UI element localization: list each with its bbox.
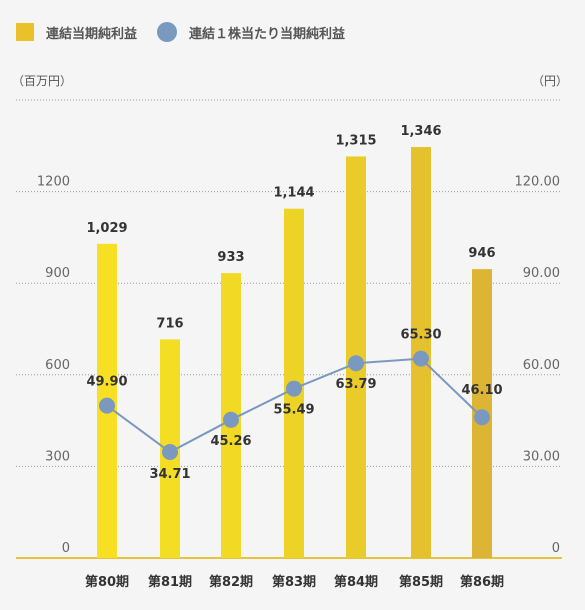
y-right-tick-label: 60.00 bbox=[523, 358, 560, 373]
legend-item-bar: 連結当期純利益 bbox=[16, 23, 137, 42]
x-category-label: 第80期 bbox=[85, 574, 129, 590]
y-left-tick-label: 600 bbox=[45, 358, 70, 373]
y-right-tick-label: 0 bbox=[552, 541, 560, 556]
bar-value-label: 946 bbox=[468, 246, 495, 261]
x-category-label: 第83期 bbox=[272, 574, 316, 590]
line-point bbox=[474, 409, 490, 426]
line-value-label: 46.10 bbox=[461, 383, 502, 398]
line-point bbox=[162, 444, 178, 461]
bar-value-label: 716 bbox=[156, 316, 183, 331]
line-value-label: 34.71 bbox=[149, 467, 190, 482]
bar-value-label: 933 bbox=[217, 250, 244, 265]
x-category-label: 第82期 bbox=[209, 574, 253, 590]
y-right-tick-label: 120.00 bbox=[515, 175, 561, 190]
line-point bbox=[223, 411, 239, 428]
legend-line-swatch bbox=[157, 22, 178, 42]
y-right-tick-label: 30.00 bbox=[523, 449, 560, 464]
line-point bbox=[348, 355, 364, 372]
legend-bar-swatch bbox=[16, 23, 34, 41]
line-point bbox=[286, 380, 302, 397]
legend: 連結当期純利益 連結１株当たり当期純利益 bbox=[16, 18, 345, 46]
y-left-tick-label: 0 bbox=[62, 541, 70, 556]
x-category-label: 第86期 bbox=[460, 574, 504, 590]
line-value-label: 49.90 bbox=[86, 375, 127, 390]
line-point bbox=[413, 350, 429, 367]
y-left-tick-label: 300 bbox=[45, 449, 70, 464]
legend-line-label: 連結１株当たり当期純利益 bbox=[189, 26, 346, 42]
line-value-label: 45.26 bbox=[210, 434, 251, 449]
x-category-label: 第81期 bbox=[148, 574, 192, 590]
x-category-label: 第84期 bbox=[334, 574, 378, 590]
right-axis-unit: （円） bbox=[532, 74, 569, 88]
y-right-tick-label: 90.00 bbox=[523, 266, 560, 281]
y-left-tick-label: 900 bbox=[45, 266, 70, 281]
line-value-label: 55.49 bbox=[273, 403, 314, 418]
y-left-tick-label: 1200 bbox=[37, 175, 70, 190]
legend-item-line: 連結１株当たり当期純利益 bbox=[157, 22, 345, 42]
line-value-label: 63.79 bbox=[335, 377, 376, 392]
bar-value-label: 1,346 bbox=[400, 124, 441, 139]
legend-bar-label: 連結当期純利益 bbox=[46, 26, 138, 42]
x-category-label: 第85期 bbox=[399, 574, 443, 590]
left-axis-unit: （百万円） bbox=[12, 74, 73, 88]
bar-value-label: 1,315 bbox=[335, 133, 376, 148]
line-value-label: 65.30 bbox=[400, 328, 441, 343]
bar-value-label: 1,029 bbox=[86, 221, 127, 236]
bar-value-label: 1,144 bbox=[273, 186, 314, 201]
line-point bbox=[99, 397, 115, 414]
